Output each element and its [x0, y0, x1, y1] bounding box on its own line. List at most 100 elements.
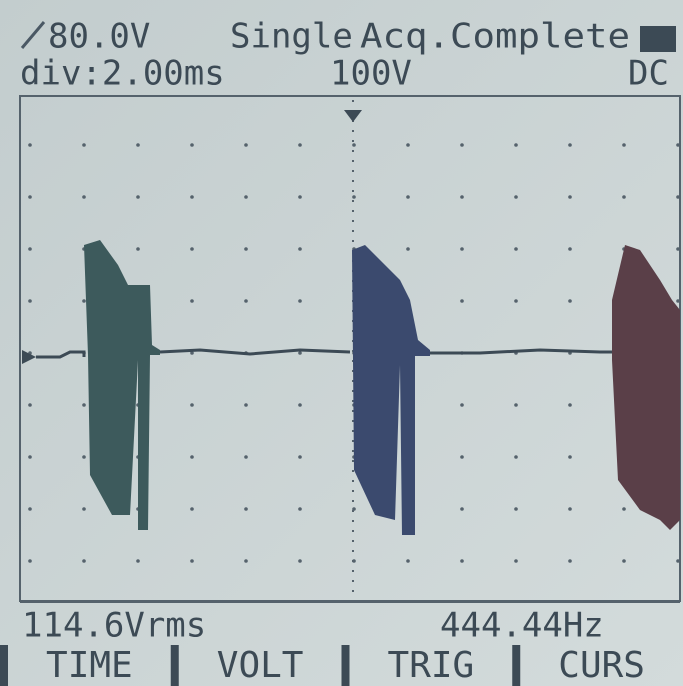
- acquire-mode: Single: [230, 17, 353, 57]
- grid-dot: [82, 143, 86, 147]
- grid-dot: [28, 247, 32, 251]
- grid-dot: [622, 143, 626, 147]
- grid-dot: [514, 507, 518, 511]
- grid-dot: [622, 507, 626, 511]
- grid-dot: [82, 507, 86, 511]
- frequency-readout: 444.44Hz: [440, 606, 604, 646]
- grid-dot: [676, 195, 680, 199]
- grid-dot: [676, 559, 680, 563]
- grid-dot: [298, 403, 302, 407]
- grid-dot: [676, 143, 680, 147]
- grid-dot: [406, 247, 410, 251]
- grid-dot: [136, 247, 140, 251]
- grid-dot: [568, 143, 572, 147]
- menu-button[interactable]: TRIG: [388, 645, 475, 686]
- grid-dot: [622, 195, 626, 199]
- grid-dot: [568, 299, 572, 303]
- trigger-level: 80.0V: [48, 17, 150, 57]
- grid-dot: [298, 351, 302, 355]
- grid-dot: [514, 559, 518, 563]
- grid-dot: [298, 507, 302, 511]
- grid-dot: [136, 195, 140, 199]
- grid-dot: [28, 195, 32, 199]
- grid-dot: [298, 143, 302, 147]
- coupling: DC: [628, 54, 669, 94]
- menu-separator: [512, 645, 520, 686]
- grid-dot: [460, 143, 464, 147]
- grid-dot: [244, 455, 248, 459]
- grid-dot: [82, 559, 86, 563]
- grid-dot: [298, 247, 302, 251]
- grid-dot: [406, 559, 410, 563]
- grid-dot: [568, 507, 572, 511]
- grid-dot: [460, 455, 464, 459]
- timebase: div:2.00ms: [20, 54, 225, 94]
- grid-dot: [82, 299, 86, 303]
- grid-dot: [244, 143, 248, 147]
- grid-dot: [244, 559, 248, 563]
- grid-dot: [298, 299, 302, 303]
- grid-dot: [460, 195, 464, 199]
- grid-dot: [568, 455, 572, 459]
- grid-dot: [190, 507, 194, 511]
- grid-dot: [460, 247, 464, 251]
- grid-dot: [190, 299, 194, 303]
- volts-per-div: 100V: [330, 54, 412, 94]
- battery-icon: [640, 26, 676, 52]
- grid-dot: [298, 455, 302, 459]
- grid-dot: [460, 559, 464, 563]
- grid-dot: [514, 247, 518, 251]
- grid-dot: [28, 559, 32, 563]
- grid-dot: [190, 559, 194, 563]
- grid-dot: [622, 559, 626, 563]
- menu-separator: [171, 645, 179, 686]
- page: 80.0V Single Acq.Complete div:2.00ms 100…: [0, 0, 683, 686]
- rms-readout: 114.6Vrms: [22, 606, 206, 646]
- grid-dot: [190, 143, 194, 147]
- grid-dot: [460, 507, 464, 511]
- grid-dot: [568, 195, 572, 199]
- grid-dot: [514, 195, 518, 199]
- grid-dot: [28, 143, 32, 147]
- menu-separator: [342, 645, 350, 686]
- menu-button[interactable]: VOLT: [217, 645, 304, 686]
- grid-dot: [82, 195, 86, 199]
- grid-dot: [82, 403, 86, 407]
- grid-dot: [28, 403, 32, 407]
- grid-dot: [568, 559, 572, 563]
- scope-screen: 80.0V Single Acq.Complete div:2.00ms 100…: [0, 0, 683, 686]
- acquire-status: Acq.Complete: [360, 17, 630, 57]
- grid-dot: [244, 247, 248, 251]
- grid-dot: [406, 143, 410, 147]
- menu-button[interactable]: TIME: [46, 645, 133, 686]
- menu-separator: [0, 645, 8, 686]
- grid-dot: [568, 403, 572, 407]
- grid-dot: [28, 299, 32, 303]
- grid-dot: [28, 507, 32, 511]
- grid-dot: [298, 195, 302, 199]
- grid-dot: [460, 403, 464, 407]
- grid-dot: [298, 559, 302, 563]
- grid-dot: [190, 455, 194, 459]
- grid-dot: [514, 299, 518, 303]
- grid-dot: [136, 559, 140, 563]
- grid-dot: [190, 403, 194, 407]
- grid-dot: [406, 195, 410, 199]
- grid-dot: [676, 299, 680, 303]
- grid-dot: [676, 247, 680, 251]
- grid-dot: [514, 455, 518, 459]
- grid-dot: [568, 247, 572, 251]
- grid-dot: [244, 299, 248, 303]
- menu-button[interactable]: CURS: [558, 645, 645, 686]
- grid-dot: [136, 143, 140, 147]
- grid-dot: [244, 507, 248, 511]
- grid-dot: [190, 195, 194, 199]
- grid-dot: [352, 195, 356, 199]
- grid-dot: [514, 403, 518, 407]
- grid-dot: [244, 403, 248, 407]
- grid-dot: [82, 455, 86, 459]
- grid-dot: [28, 455, 32, 459]
- grid-dot: [352, 143, 356, 147]
- grid-dot: [460, 299, 464, 303]
- grid-dot: [190, 247, 194, 251]
